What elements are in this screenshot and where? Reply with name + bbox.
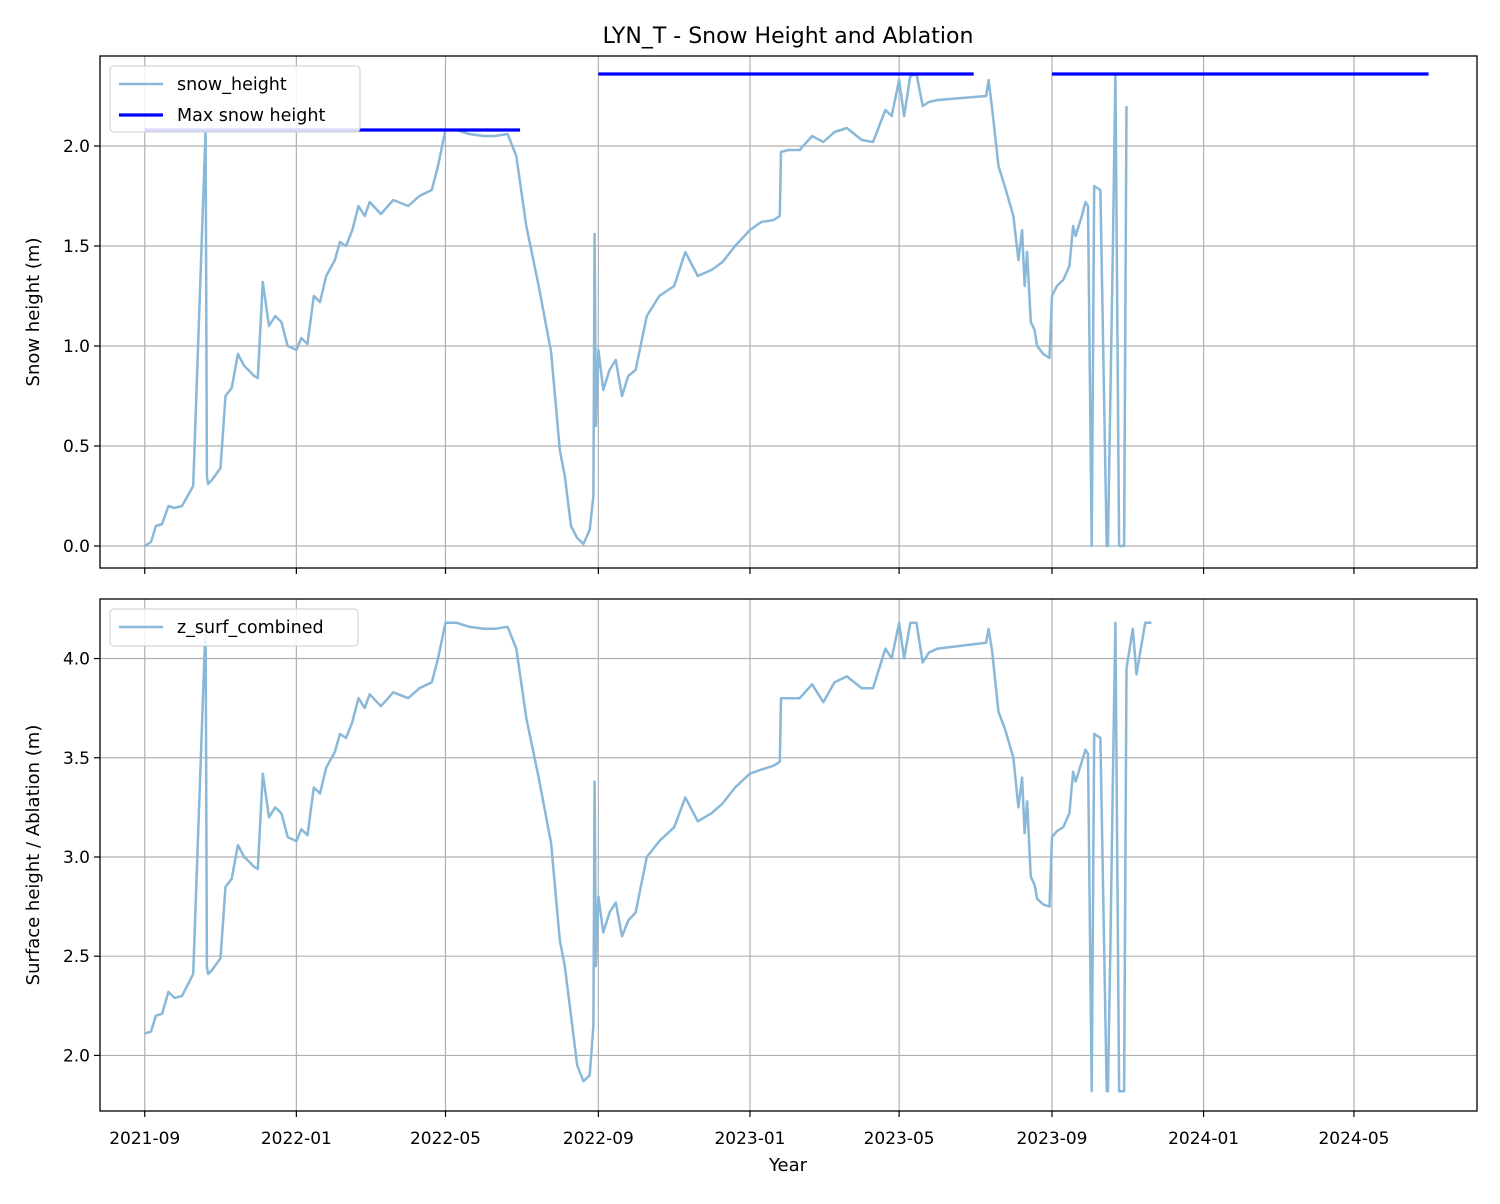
series-line-z-surf-combined: [144, 621, 1152, 1093]
axes-frame: [99, 55, 1478, 569]
y-tick-label: 0.0: [63, 537, 90, 557]
legend-label: z_surf_combined: [177, 618, 324, 638]
chart-title: LYN_T - Snow Height and Ablation: [603, 24, 974, 49]
y-tick-label: 3.5: [63, 749, 90, 769]
series-group: [144, 72, 1429, 548]
x-tick-label: 2023-09: [1016, 1129, 1087, 1149]
x-tick-label: 2022-01: [261, 1129, 332, 1149]
legend: z_surf_combined: [109, 608, 359, 647]
y-tick-label: 2.5: [63, 947, 90, 967]
y-tick-label: 1.0: [63, 337, 90, 357]
legend: snow_height Max snow height: [109, 65, 361, 133]
y-tick-label: 3.0: [63, 848, 90, 868]
legend-box: [109, 608, 359, 647]
x-tick-label: 2022-05: [410, 1129, 481, 1149]
y-tick-label: 2.0: [63, 1046, 90, 1066]
y-axis-label: Surface height / Ablation (m): [23, 725, 44, 986]
legend-box: [109, 65, 361, 133]
axes-frame: [99, 598, 1478, 1112]
y-tick-label: 2.0: [63, 137, 90, 157]
y-tick-label: 0.5: [63, 437, 90, 457]
bottom-panel: 2.0 2.5 3.0 3.5 4.0 2021-09 2022-01 2022-05 2022…: [23, 598, 1478, 1149]
x-axis-label: Year: [768, 1155, 808, 1176]
x-tick-label: 2021-09: [109, 1129, 180, 1149]
top-panel: 0.0 0.5 1.0 1.5 2.0 Snow height (m) snow_heigh…: [23, 55, 1478, 574]
x-tick-label: 2023-01: [714, 1129, 785, 1149]
series-group: [144, 621, 1152, 1093]
y-axis-label: Snow height (m): [23, 238, 44, 387]
x-tick-label: 2024-05: [1318, 1129, 1389, 1149]
series-line-snow-height: [144, 72, 1128, 548]
y-tick-label: 1.5: [63, 237, 90, 257]
x-tick-label: 2022-09: [563, 1129, 634, 1149]
legend-label: snow_height: [177, 75, 287, 95]
legend-label: Max snow height: [177, 106, 325, 126]
x-tick-label: 2024-01: [1168, 1129, 1239, 1149]
x-tick-label: 2023-05: [864, 1129, 935, 1149]
y-tick-label: 4.0: [63, 650, 90, 670]
